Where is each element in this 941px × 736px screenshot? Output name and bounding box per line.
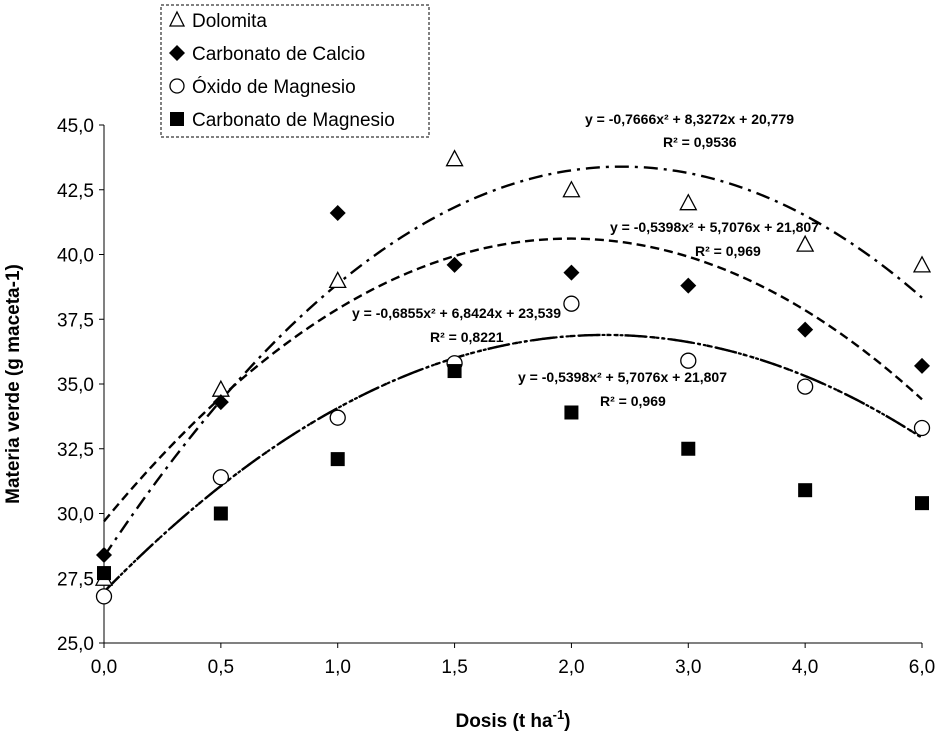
legend-diamond-icon: [169, 45, 185, 61]
data-point-series-1: [96, 546, 112, 563]
equations-layer: y = -0,7666x² + 8,3272x + 20,779 R² = 0,…: [352, 111, 819, 409]
points-layer: [94, 149, 932, 605]
data-point-series-0: [211, 379, 230, 397]
x-axis-title: Dosis (t ha-1): [455, 707, 570, 732]
y-tick-label: 35,0: [57, 375, 94, 396]
y-tick-label: 27,5: [57, 569, 94, 590]
equation-carbonato-calcio: y = -0,5398x² + 5,7076x + 21,807: [610, 219, 819, 235]
legend-circle-icon: [169, 78, 185, 94]
legend: Dolomita Carbonato de Calcio Óxido de Ma…: [160, 4, 430, 138]
data-point-series-0: [445, 149, 464, 167]
data-point-series-0: [796, 234, 815, 252]
data-point-series-1: [329, 205, 346, 222]
y-tick-label: 25,0: [57, 634, 94, 655]
legend-item-carbonato-magnesio: Carbonato de Magnesio: [170, 110, 395, 131]
trend-line-2: [103, 237, 923, 523]
legend-triangle-icon: [168, 10, 186, 27]
y-tick-label: 40,0: [57, 246, 94, 267]
y-tick-label: 32,5: [57, 440, 94, 461]
data-point-series-2: [95, 588, 113, 605]
r2-dolomita: R² = 0,9536: [663, 134, 737, 150]
legend-label-dolomita: Dolomita: [192, 11, 267, 32]
legend-item-dolomita: Dolomita: [168, 10, 267, 32]
legend-label-oxido-magnesio: Óxido de Magnesio: [192, 76, 356, 98]
data-point-series-3: [213, 506, 228, 521]
data-point-series-3: [798, 483, 813, 498]
data-point-series-1: [914, 357, 930, 374]
trend-layer: [102, 165, 924, 593]
x-tick-label: 1,0: [325, 657, 351, 678]
y-tick-label: 42,5: [57, 181, 94, 202]
legend-square-icon: [170, 112, 184, 126]
data-point-series-1: [212, 394, 229, 411]
data-point-series-0: [562, 180, 581, 198]
data-point-series-0: [328, 271, 347, 289]
x-tick-label: 1,5: [441, 657, 467, 678]
data-point-series-3: [681, 441, 696, 456]
data-point-series-2: [680, 352, 697, 369]
legend-box: [160, 4, 430, 138]
y-tick-label: 45,0: [57, 116, 94, 137]
legend-item-carbonato-calcio: Carbonato de Calcio: [169, 44, 365, 65]
data-point-series-1: [797, 321, 814, 338]
data-point-series-1: [446, 256, 463, 273]
data-point-series-1: [563, 264, 580, 281]
data-point-series-2: [913, 419, 931, 437]
data-point-series-1: [680, 277, 697, 294]
data-point-series-0: [679, 193, 698, 211]
data-point-series-2: [212, 469, 230, 486]
data-point-series-3: [447, 364, 462, 379]
equation-carbonato-magnesio: y = -0,5398x² + 5,7076x + 21,807: [518, 369, 727, 385]
x-tick-label: 4,0: [792, 657, 818, 678]
x-tick-label: 0,5: [208, 657, 234, 678]
data-point-series-0: [912, 255, 932, 273]
data-point-series-3: [97, 566, 111, 581]
trend-line-0: [103, 165, 923, 558]
r2-carbonato-calcio: R² = 0,969: [695, 243, 761, 259]
x-tick-label: 2,0: [558, 657, 584, 678]
y-tick-label: 30,0: [57, 505, 94, 526]
data-point-series-3: [330, 452, 345, 467]
x-tick-label: 6,0: [909, 657, 935, 678]
legend-label-carbonato-magnesio: Carbonato de Magnesio: [192, 110, 395, 131]
data-point-series-3: [915, 496, 929, 511]
data-point-series-3: [564, 405, 579, 420]
data-point-series-2: [329, 409, 346, 426]
data-point-series-2: [563, 295, 580, 312]
axis-titles: Dosis (t ha-1) Materia verde (g maceta-1…: [3, 264, 571, 732]
r2-carbonato-magnesio: R² = 0,969: [600, 393, 666, 409]
x-tick-label: 3,0: [675, 657, 701, 678]
ticks-layer: 25,0 27,5 30,0 32,5 35,0 37,5 40,0 42,5 45,0 0,0 0…: [57, 116, 935, 678]
r2-oxido-magnesio: R² = 0,8221: [430, 329, 504, 345]
trend-line-3: [102, 333, 924, 593]
equation-dolomita: y = -0,7666x² + 8,3272x + 20,779: [585, 111, 794, 127]
data-point-series-2: [796, 378, 814, 395]
legend-item-oxido-magnesio: Óxido de Magnesio: [169, 76, 356, 98]
equation-oxido-magnesio: y = -0,6855x² + 6,8424x + 23,539: [352, 305, 561, 321]
y-axis-title: Materia verde (g maceta-1): [3, 264, 24, 504]
trend-line-1: [103, 333, 923, 593]
legend-label-carbonato-calcio: Carbonato de Calcio: [192, 44, 365, 65]
y-tick-label: 37,5: [57, 310, 94, 331]
x-tick-label: 0,0: [91, 657, 117, 678]
